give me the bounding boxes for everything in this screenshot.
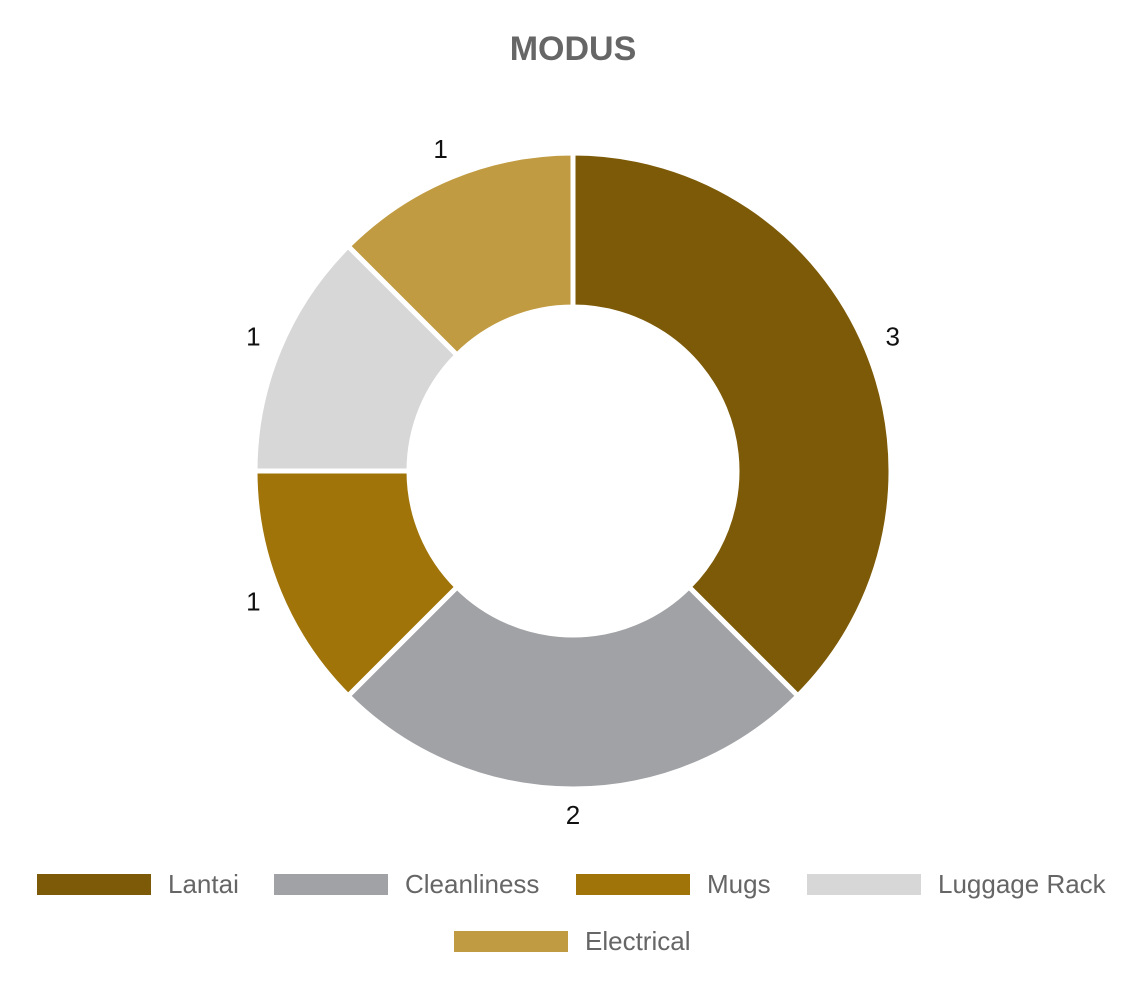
data-label-luggage-rack: 1 [246, 321, 260, 351]
legend-swatch [576, 873, 690, 895]
data-label-mugs: 1 [246, 586, 260, 616]
legend-item-cleanliness[interactable]: Cleanliness [274, 862, 539, 906]
legend-item-luggage-rack[interactable]: Luggage Rack [807, 862, 1106, 906]
slice-cleanliness[interactable] [344, 583, 802, 792]
legend-item-lantai[interactable]: Lantai [37, 862, 239, 906]
legend-swatch [454, 930, 568, 952]
data-label-electrical: 1 [433, 134, 447, 164]
donut-chart: 3 2 1 1 1 [246, 134, 900, 830]
legend-swatch [274, 873, 388, 895]
legend-label: Mugs [707, 868, 771, 899]
legend-item-mugs[interactable]: Mugs [576, 862, 771, 906]
legend-swatch [37, 873, 151, 895]
legend-label: Lantai [168, 868, 239, 899]
chart-title: MODUS [509, 30, 637, 68]
legend-swatch [807, 873, 921, 895]
donut-slices [252, 150, 894, 792]
legend-label: Luggage Rack [938, 868, 1106, 899]
legend-item-electrical[interactable]: Electrical [454, 919, 690, 963]
data-label-lantai: 3 [885, 321, 899, 351]
slice-electrical[interactable] [344, 150, 576, 359]
data-label-cleanliness: 2 [566, 800, 580, 830]
slice-lantai[interactable] [570, 150, 894, 700]
legend-label: Electrical [585, 925, 691, 956]
data-labels: 3 2 1 1 1 [246, 134, 900, 830]
legend-label: Cleanliness [405, 868, 540, 899]
